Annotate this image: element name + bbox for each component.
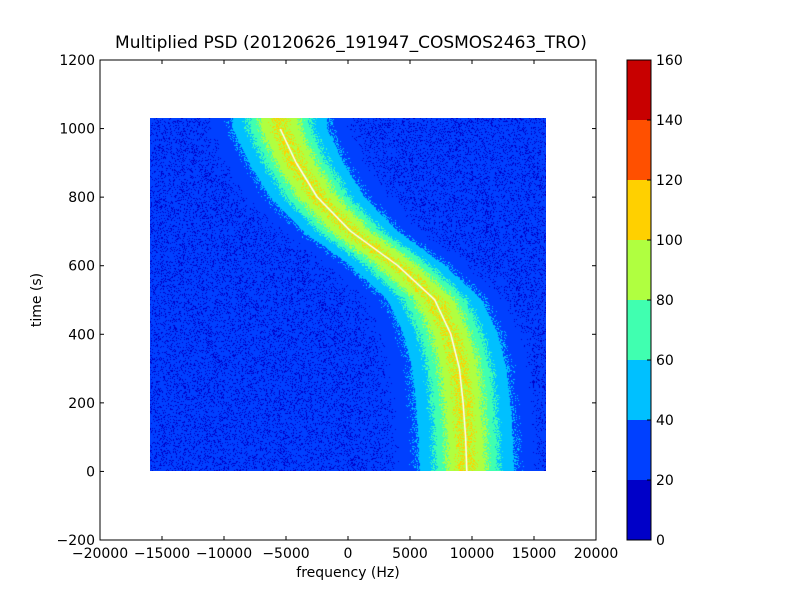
x-tick-label: 20000: [574, 546, 619, 562]
x-axis-ticks: −20000 −15000 −10000 −5000 0 5000 10000 15000 20…: [72, 60, 618, 562]
colorbar-tick-label: 120: [656, 173, 683, 189]
colorbar: 0 20 40 60 80 100 120 140 160: [626, 53, 683, 549]
colorbar-segment: [627, 240, 651, 300]
y-tick-label: 200: [68, 396, 95, 412]
x-tick-label: −10000: [196, 546, 252, 562]
y-tick-label: 1200: [59, 53, 95, 69]
colorbar-segment: [627, 480, 651, 540]
y-tick-label: 400: [68, 327, 95, 343]
chart-title: Multiplied PSD (20120626_191947_COSMOS24…: [115, 33, 587, 53]
x-tick-label: 10000: [450, 546, 495, 562]
colorbar-tick-label: 0: [656, 533, 665, 549]
colorbar-segment: [627, 420, 651, 480]
y-tick-label: 600: [68, 259, 95, 275]
y-tick-label: −200: [57, 533, 95, 549]
x-tick-label: 5000: [392, 546, 428, 562]
y-tick-label: 800: [68, 190, 95, 206]
y-axis-label: time (s): [29, 273, 45, 327]
colorbar-tick-label: 80: [656, 293, 674, 309]
heatmap-image: [150, 118, 546, 471]
y-tick-label: 0: [86, 464, 95, 480]
x-tick-label: −5000: [262, 546, 309, 562]
colorbar-tick-label: 40: [656, 413, 674, 429]
colorbar-tick-label: 160: [656, 53, 683, 69]
y-axis-ticks: −200 0 200 400 600 800 1000 1200: [57, 53, 596, 549]
colorbar-segment: [627, 360, 651, 420]
x-tick-label: −20000: [72, 546, 128, 562]
colorbar-tick-label: 20: [656, 473, 674, 489]
x-tick-label: −15000: [134, 546, 190, 562]
colorbar-segment: [627, 300, 651, 360]
x-tick-label: 0: [344, 546, 353, 562]
colorbar-segment: [627, 180, 651, 240]
colorbar-tick-label: 60: [656, 353, 674, 369]
x-axis-label: frequency (Hz): [296, 565, 399, 581]
colorbar-tick-label: 140: [656, 113, 683, 129]
plot-area: −20000 −15000 −10000 −5000 0 5000 10000 15000 20…: [57, 53, 619, 562]
y-tick-label: 1000: [59, 122, 95, 138]
colorbar-segment: [627, 120, 651, 180]
x-tick-label: 15000: [512, 546, 557, 562]
colorbar-tick-label: 100: [656, 233, 683, 249]
colorbar-segment: [627, 60, 651, 120]
